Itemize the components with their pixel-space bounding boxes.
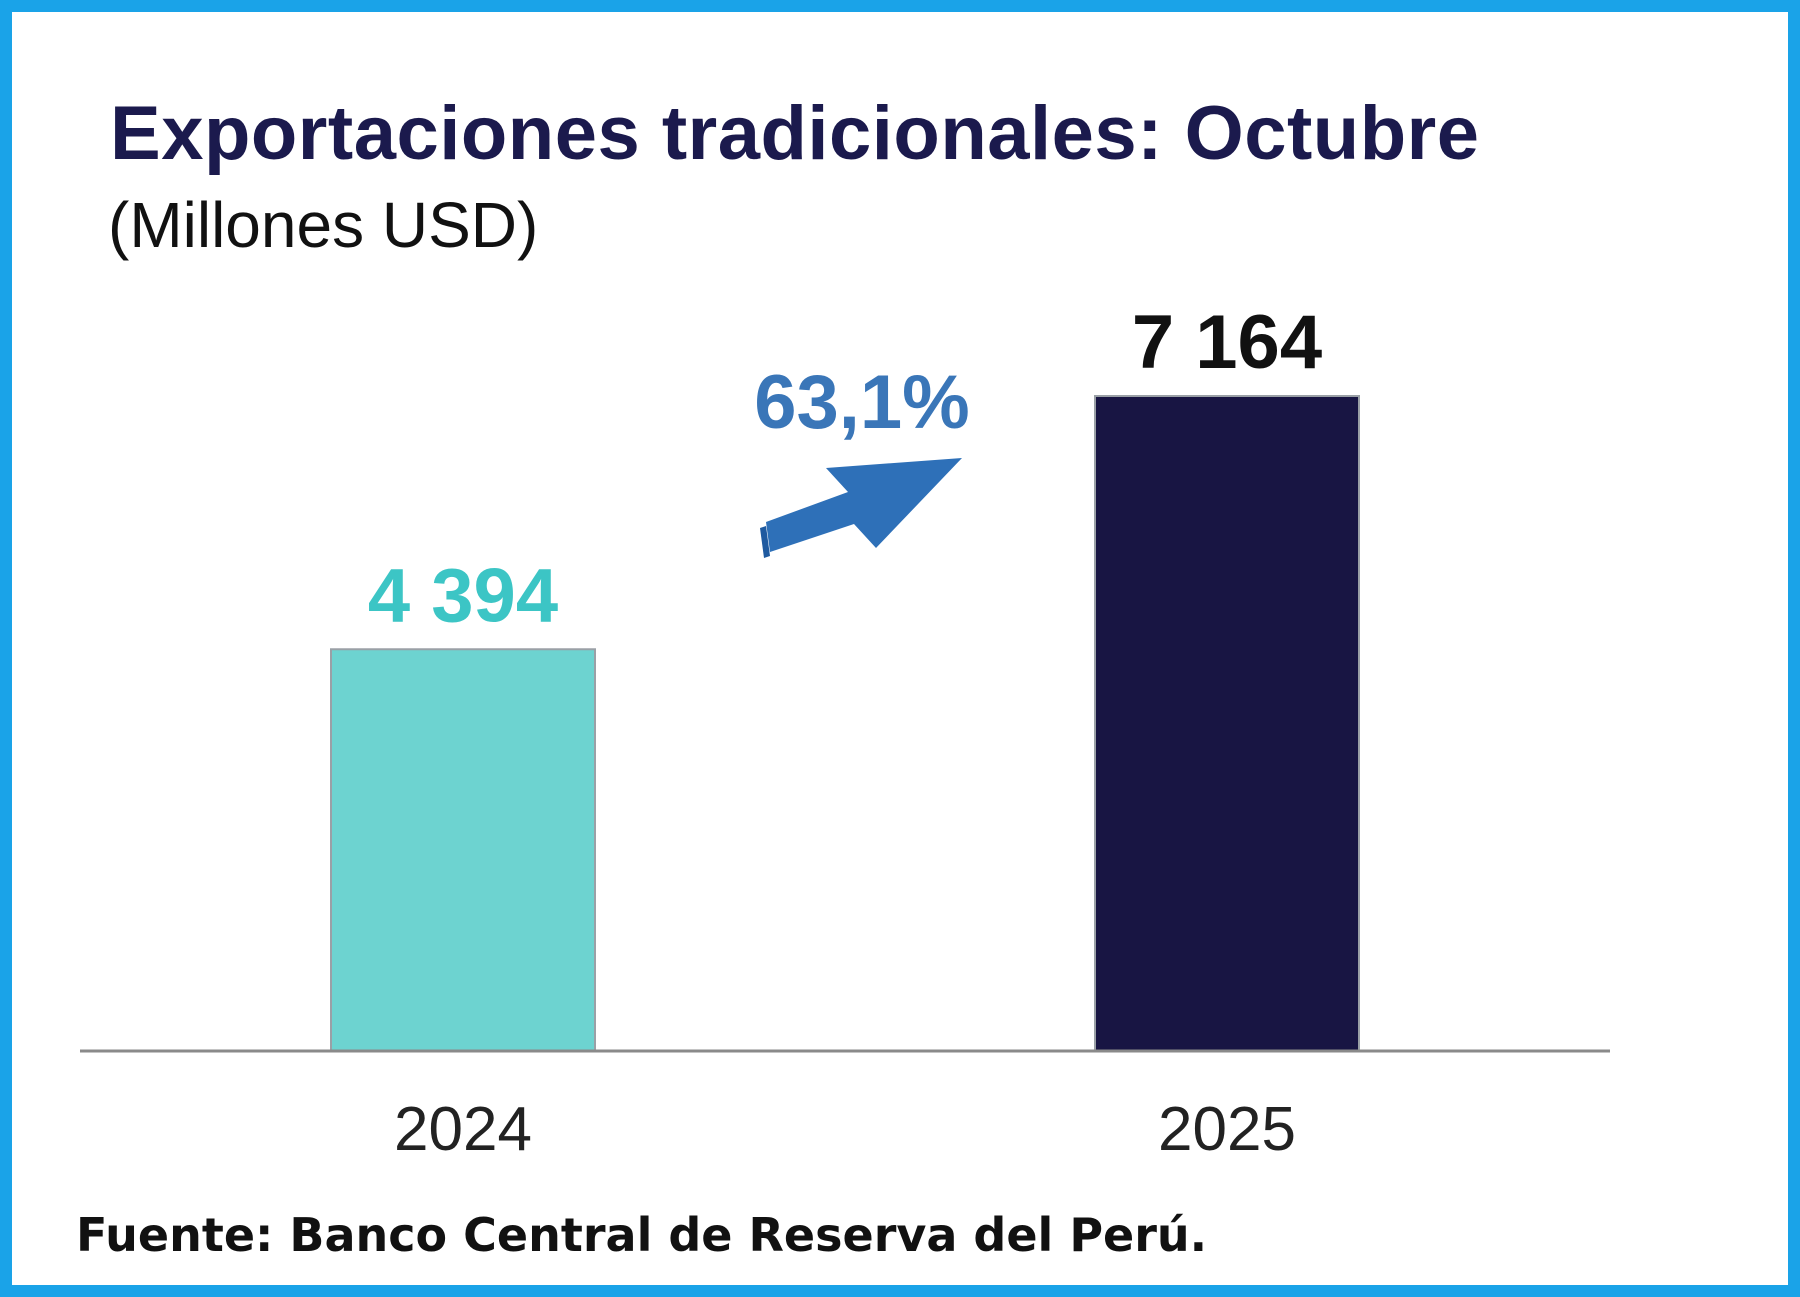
growth-label: 63,1% [754, 360, 970, 445]
x-tick-label-2025: 2025 [1158, 1095, 1296, 1164]
chart-subtitle: (Millones USD) [108, 189, 539, 261]
x-tick-label-2024: 2024 [394, 1095, 532, 1164]
source-note: Fuente: Banco Central de Reserva del Per… [76, 1208, 1208, 1262]
value-label-2024: 4 394 [368, 553, 558, 638]
bar-2025 [1094, 395, 1360, 1052]
growth-arrow-icon [760, 458, 962, 558]
chart-title: Exportaciones tradicionales: Octubre [110, 91, 1480, 176]
value-label-2025: 7 164 [1132, 300, 1322, 385]
bar-2024 [330, 648, 596, 1052]
